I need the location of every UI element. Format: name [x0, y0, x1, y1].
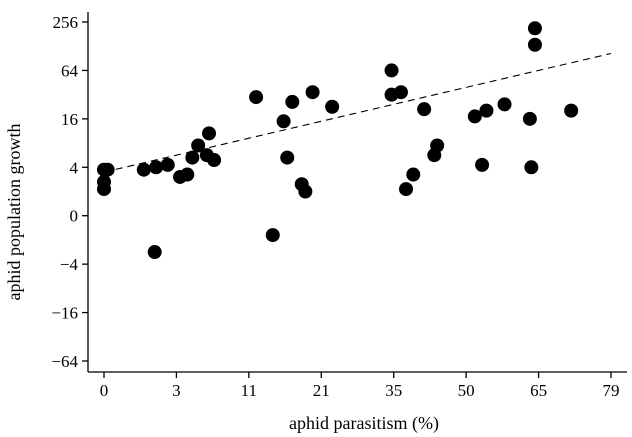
- data-point: [185, 150, 200, 165]
- data-point: [399, 182, 414, 197]
- data-point: [325, 99, 340, 114]
- data-point: [280, 150, 295, 165]
- data-point: [527, 21, 542, 36]
- y-tick-label: −4: [60, 255, 79, 274]
- data-point: [160, 157, 175, 172]
- data-point: [527, 37, 542, 52]
- y-axis-label: aphid population growth: [4, 124, 24, 301]
- data-point: [430, 138, 445, 153]
- data-points: [97, 21, 579, 260]
- x-tick-label: 0: [100, 381, 109, 400]
- trend-line: [103, 52, 612, 173]
- data-point: [97, 182, 111, 197]
- y-tick-label: −64: [51, 352, 78, 371]
- data-point: [180, 167, 195, 182]
- data-point: [475, 157, 490, 172]
- x-tick-label: 3: [172, 381, 181, 400]
- y-tick-label: 4: [70, 158, 79, 177]
- data-point: [265, 228, 280, 243]
- y-tick-label: 0: [70, 207, 79, 226]
- data-point: [417, 102, 432, 117]
- data-point: [276, 114, 291, 129]
- data-point: [384, 63, 399, 78]
- data-point: [149, 160, 164, 175]
- data-point: [202, 126, 217, 141]
- data-point: [524, 160, 539, 175]
- data-point: [522, 111, 537, 126]
- x-axis-label: aphid parasitism (%): [289, 413, 439, 434]
- x-tick-label: 11: [241, 381, 257, 400]
- data-point: [147, 245, 162, 260]
- data-point: [100, 162, 115, 177]
- y-tick-label: 256: [53, 13, 79, 32]
- x-tick-label: 79: [603, 381, 620, 400]
- x-tick-label: 35: [385, 381, 402, 400]
- data-point: [467, 109, 482, 124]
- y-tick-label: 16: [61, 110, 78, 129]
- trend-line-group: [103, 52, 612, 173]
- data-point: [136, 162, 151, 177]
- data-point: [285, 94, 300, 109]
- data-point: [207, 153, 222, 168]
- data-point: [249, 90, 264, 105]
- data-point: [564, 103, 579, 118]
- axes: 0 3 11 21 35 50 65 79 256 64 16 4 0 −4 −16 −64: [51, 12, 627, 400]
- data-point: [191, 138, 206, 153]
- data-point: [393, 85, 408, 100]
- y-tick-label: −16: [51, 304, 78, 323]
- x-tick-label: 65: [530, 381, 547, 400]
- data-point: [406, 167, 421, 182]
- x-tick-label: 50: [458, 381, 475, 400]
- data-point: [497, 97, 512, 112]
- x-tick-label: 21: [313, 381, 330, 400]
- y-tick-label: 64: [61, 61, 79, 80]
- data-point: [305, 85, 320, 100]
- data-point: [479, 103, 494, 118]
- data-point: [298, 184, 313, 199]
